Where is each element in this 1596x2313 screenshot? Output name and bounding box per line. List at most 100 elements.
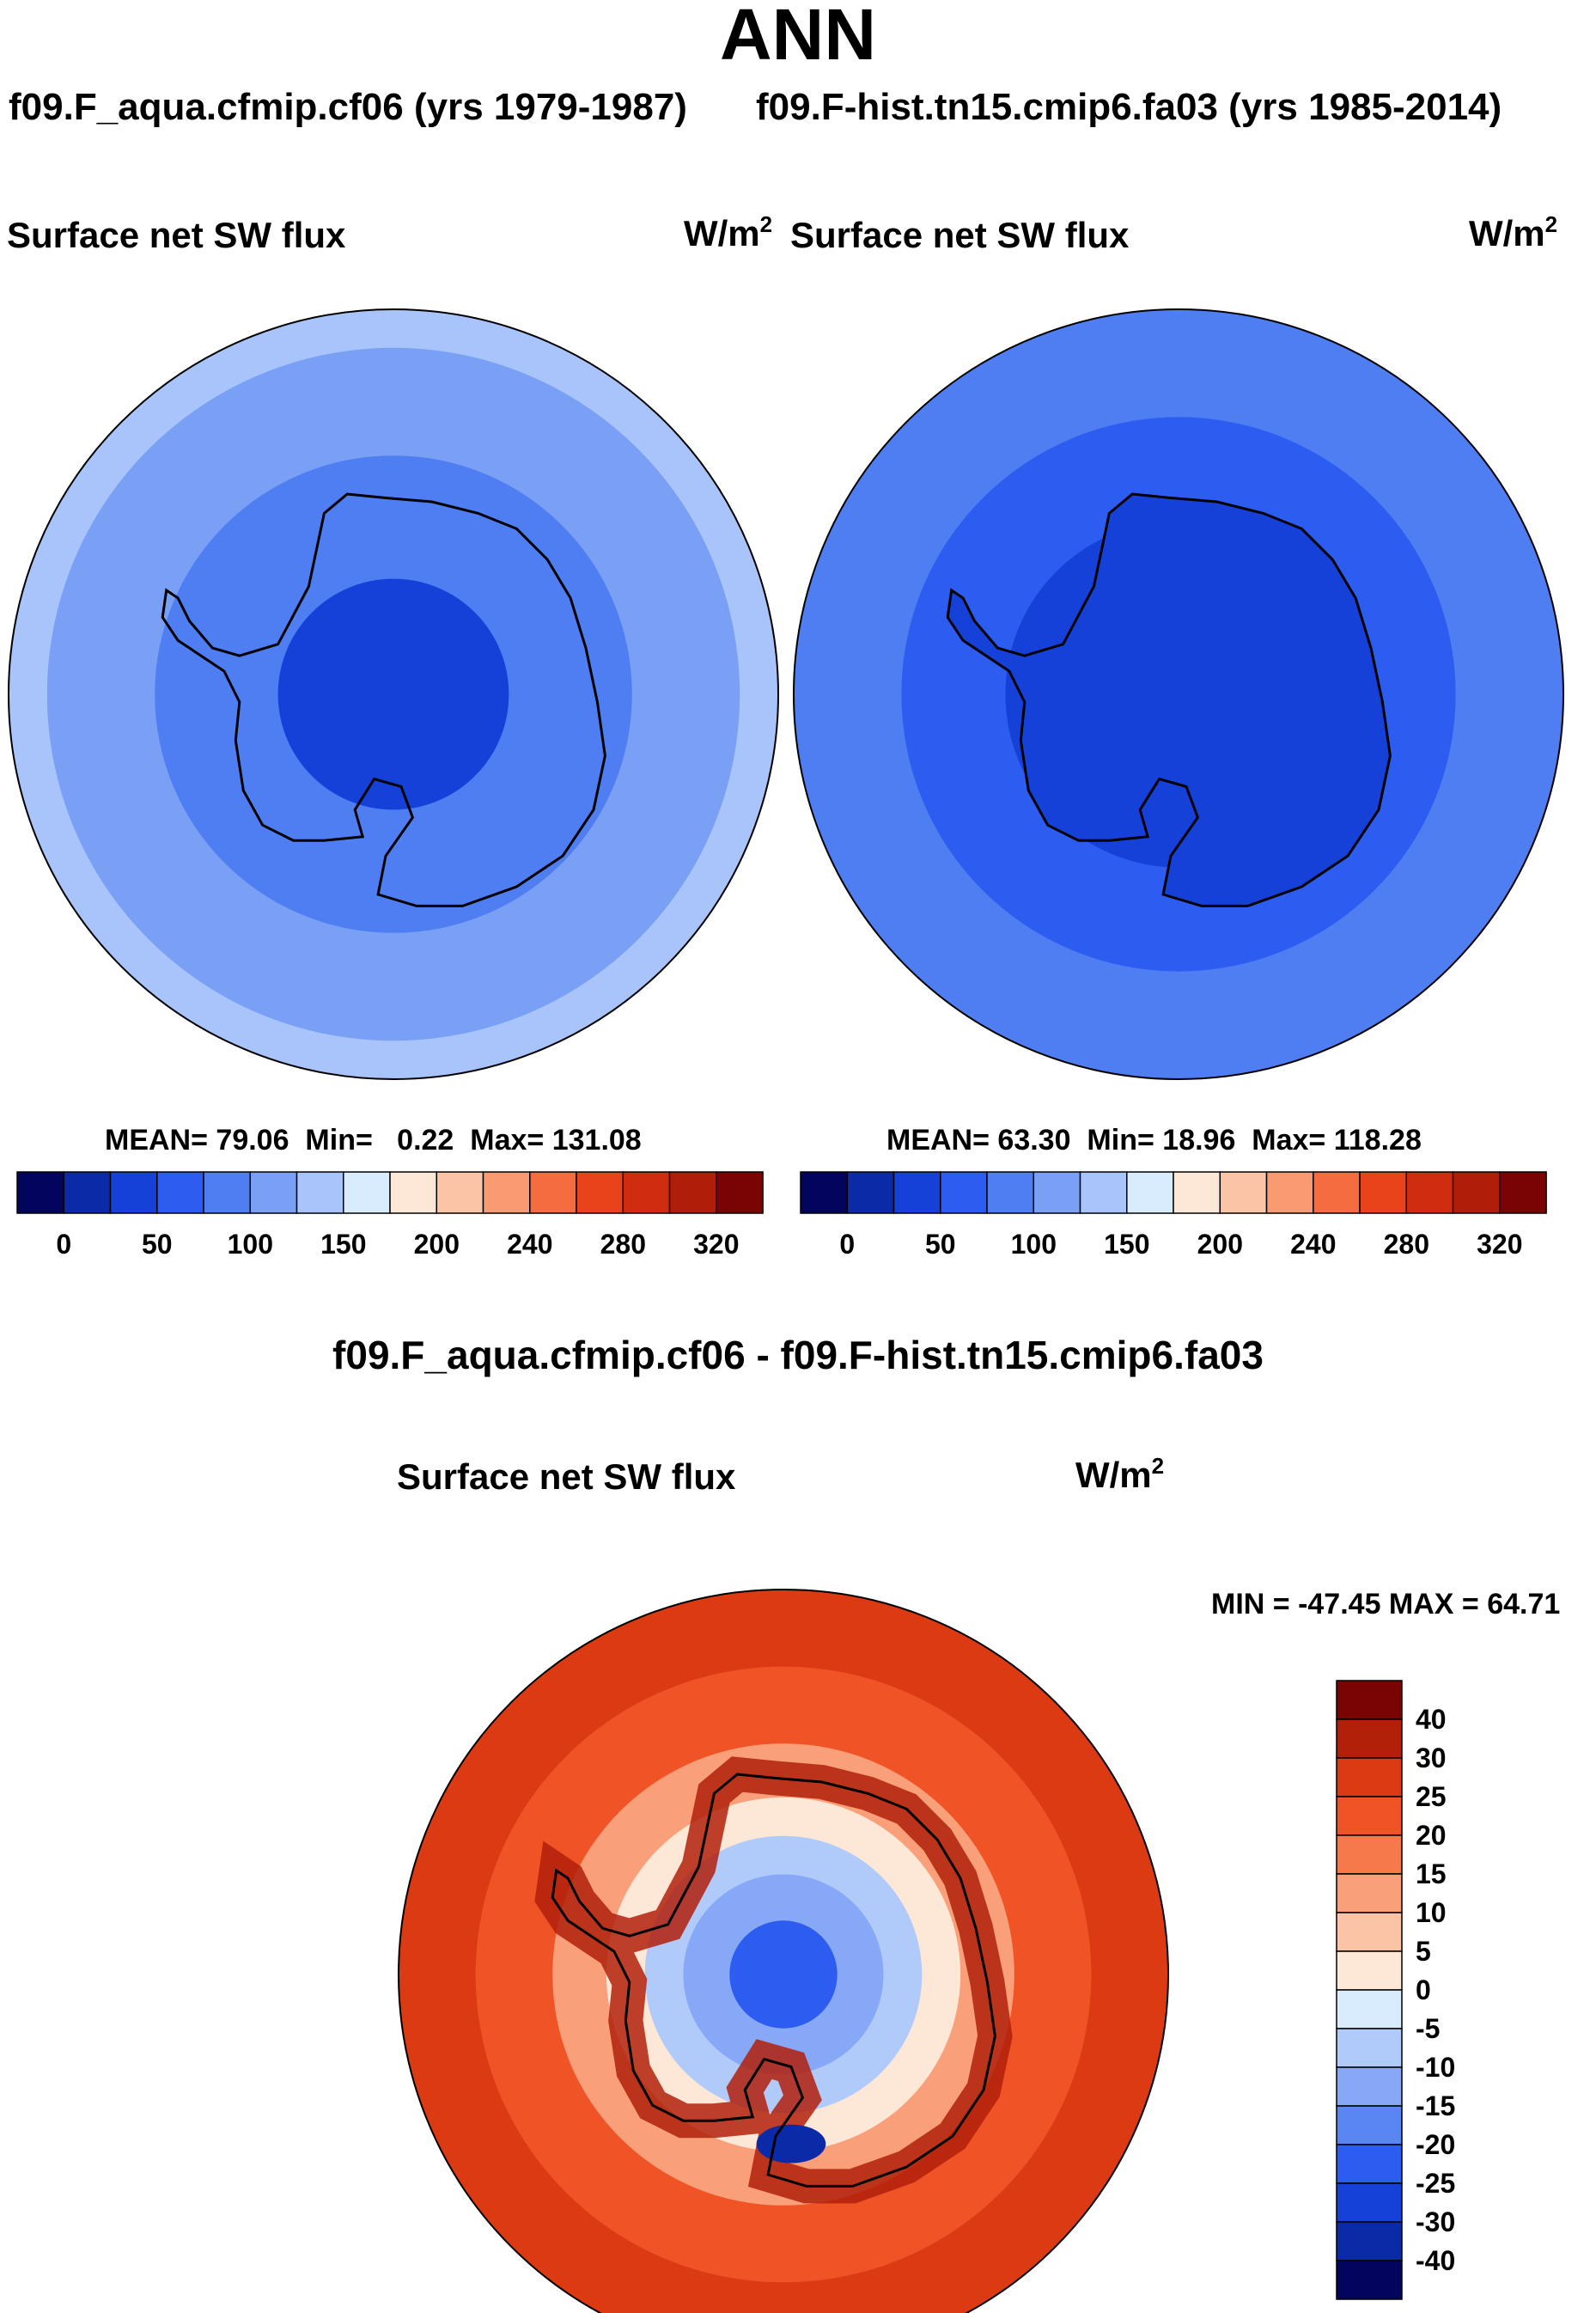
panel2-units-sup: 2 — [1544, 211, 1558, 237]
panel2-units: W/m — [1469, 213, 1545, 253]
cbar1-swatch-7 — [343, 1171, 391, 1214]
panel1-min-value: 0.22 — [397, 1124, 454, 1156]
cbar3-tick-label: 5 — [1416, 1936, 1431, 1967]
cbar3-tick-label: -30 — [1416, 2206, 1456, 2237]
cbar1-swatch-8 — [389, 1171, 438, 1214]
cbar2-swatch-7 — [1126, 1171, 1174, 1214]
cbar3-swatch-5 — [1336, 1873, 1403, 1913]
panel3-minmax: MIN = -47.45 MAX = 64.71 — [1211, 1588, 1561, 1620]
cbar3-swatch-15 — [1336, 2260, 1403, 2300]
cbar1-swatch-11 — [529, 1171, 577, 1214]
panel2-min-label: Min= — [1087, 1124, 1154, 1156]
cbar1-tick-label: 320 — [693, 1229, 740, 1260]
colorbar-panel-2 — [800, 1171, 1547, 1214]
cbar3-tick-label: -5 — [1416, 2013, 1441, 2044]
cbar1-swatch-9 — [436, 1171, 484, 1214]
panel1-max-label: Max= — [470, 1124, 545, 1156]
cbar2-tick-label: 150 — [1104, 1229, 1150, 1260]
cbar1-tick-label: 240 — [507, 1229, 553, 1260]
cbar3-swatch-4 — [1336, 1834, 1403, 1875]
cbar2-swatch-4 — [986, 1171, 1035, 1214]
cbar2-swatch-3 — [940, 1171, 988, 1214]
cbar2-tick-label: 200 — [1197, 1229, 1243, 1260]
panel2-max-value: 118.28 — [1333, 1124, 1422, 1156]
cbar1-tick-label: 200 — [413, 1229, 460, 1260]
map3-boundary — [398, 1589, 1169, 2313]
cbar2-tick-label: 100 — [1010, 1229, 1057, 1260]
map1-boundary — [8, 308, 779, 1080]
cbar3-swatch-9 — [1336, 2028, 1403, 2068]
panel3-units: W/m — [1075, 1455, 1152, 1495]
cbar1-swatch-1 — [63, 1171, 112, 1214]
panel3-units-label: W/m2 — [1075, 1453, 1164, 1496]
map1-field-ring-4 — [277, 578, 509, 810]
cbar1-swatch-6 — [295, 1171, 344, 1214]
cbar3-tick-label: -20 — [1416, 2129, 1456, 2160]
panel1-stats: MEAN= 79.06 Min= 0.22 Max= 131.08 — [105, 1124, 642, 1157]
cbar1-swatch-10 — [482, 1171, 531, 1214]
map1-coastline — [161, 492, 606, 907]
cbar3-swatch-11 — [1336, 2105, 1403, 2145]
panel1-variable-label: Surface net SW flux — [7, 215, 346, 255]
diff-title: f09.F_aqua.cfmip.cf06 - f09.F-hist.tn15.… — [332, 1333, 1264, 1377]
cbar2-swatch-6 — [1079, 1171, 1128, 1214]
cbar3-tick-label: 20 — [1416, 1820, 1447, 1851]
panel1-units-sup: 2 — [759, 211, 773, 237]
map2-ice-sheet-region — [947, 494, 1391, 906]
panel3-units-sup: 2 — [1151, 1453, 1165, 1479]
map3-coastline — [551, 1773, 996, 2188]
cbar3-tick-label: 15 — [1416, 1858, 1447, 1889]
cbar3-swatch-8 — [1336, 1989, 1403, 2029]
cbar2-tick-label: 240 — [1290, 1229, 1337, 1260]
cbar3-tick-label: -10 — [1416, 2052, 1456, 2083]
panel1-mean-label: MEAN= — [105, 1124, 208, 1156]
cbar3-tick-label: 0 — [1416, 1974, 1431, 2005]
map3-field-ring-6 — [729, 1920, 838, 2029]
cbar2-swatch-10 — [1265, 1171, 1314, 1214]
cbar3-tick-label: -25 — [1416, 2168, 1456, 2199]
cbar1-tick-label: 0 — [56, 1229, 72, 1260]
cbar3-tick-label: -15 — [1416, 2090, 1456, 2121]
cbar3-tick-label: 10 — [1416, 1897, 1447, 1928]
panel2-mean-label: MEAN= — [886, 1124, 990, 1156]
panel3-variable-label: Surface net SW flux — [397, 1456, 736, 1497]
cbar1-swatch-14 — [668, 1171, 717, 1214]
cbar1-tick-label: 50 — [142, 1229, 173, 1260]
cbar1-swatch-2 — [109, 1171, 158, 1214]
cbar3-tick-label: -40 — [1416, 2245, 1456, 2276]
panel1-units: W/m — [684, 213, 760, 253]
cbar2-swatch-12 — [1359, 1171, 1408, 1214]
colorbar-panel-1 — [16, 1171, 764, 1214]
cbar1-tick-label: 150 — [320, 1229, 367, 1260]
map2-coastline — [946, 492, 1392, 907]
cbar2-tick-label: 0 — [839, 1229, 856, 1260]
case-title-right: f09.F-hist.tn15.cmip6.fa03 (yrs 1985-201… — [756, 86, 1502, 128]
cbar3-swatch-2 — [1336, 1757, 1403, 1797]
cbar3-tick-label: 30 — [1416, 1742, 1447, 1773]
panel2-stats: MEAN= 63.30 Min= 18.96 Max= 118.28 — [886, 1124, 1422, 1157]
map2-boundary — [793, 308, 1564, 1080]
panel1-units-label: W/m2 — [684, 211, 772, 254]
cbar3-swatch-1 — [1336, 1718, 1403, 1759]
cbar2-swatch-1 — [846, 1171, 895, 1214]
case-title-left: f09.F_aqua.cfmip.cf06 (yrs 1979-1987) — [9, 86, 687, 128]
map-panel-2 — [793, 308, 1564, 1080]
panel2-variable-label: Surface net SW flux — [790, 215, 1130, 255]
map-panel-3 — [398, 1589, 1169, 2313]
panel1-min-label: Min= — [305, 1124, 373, 1156]
cbar2-swatch-0 — [800, 1171, 849, 1214]
cbar3-swatch-13 — [1336, 2182, 1403, 2223]
cbar3-swatch-14 — [1336, 2221, 1403, 2261]
cbar1-tick-label: 100 — [227, 1229, 273, 1260]
main-title: ANN — [720, 0, 876, 75]
map3-ice-shelf-cold-patch — [756, 2124, 826, 2163]
cbar3-swatch-10 — [1336, 2066, 1403, 2107]
cbar2-swatch-14 — [1452, 1171, 1501, 1214]
cbar2-swatch-5 — [1033, 1171, 1081, 1214]
cbar2-tick-label: 50 — [925, 1229, 956, 1260]
map-panel-1 — [8, 308, 779, 1080]
colorbar-panel-3 — [1336, 1680, 1403, 2300]
cbar3-swatch-7 — [1336, 1950, 1403, 1991]
cbar2-swatch-9 — [1219, 1171, 1268, 1214]
